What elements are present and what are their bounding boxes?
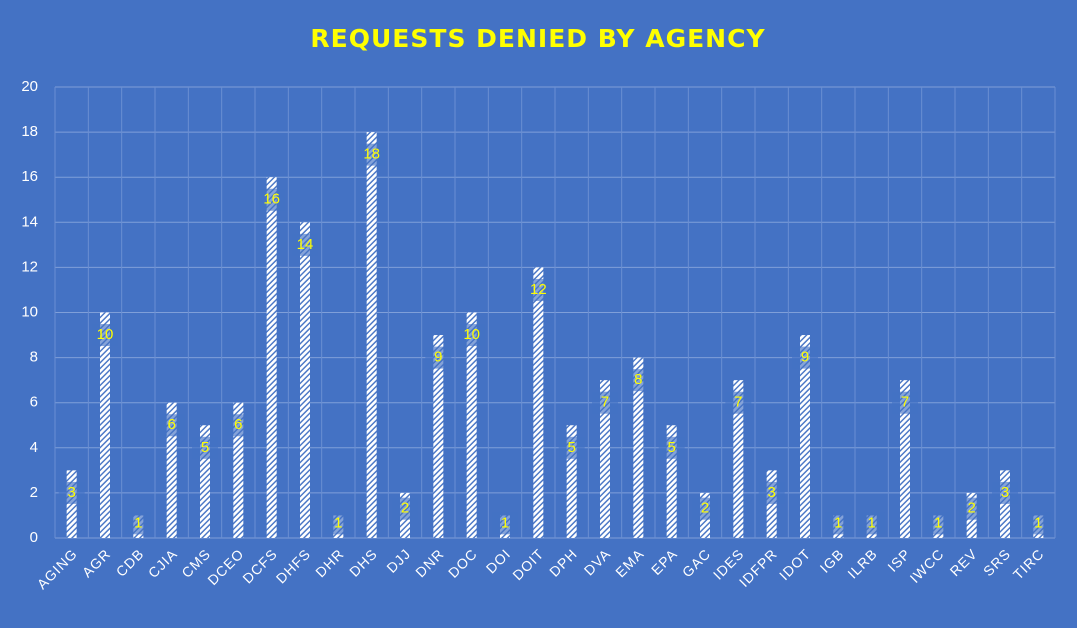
bar bbox=[1000, 470, 1010, 538]
data-label-box bbox=[458, 324, 485, 347]
data-label-box bbox=[792, 346, 818, 369]
bar bbox=[800, 335, 810, 538]
data-label-box bbox=[1025, 512, 1052, 535]
data-label: 9 bbox=[801, 349, 809, 366]
data-label-box bbox=[392, 497, 418, 520]
data-label: 3 bbox=[67, 484, 75, 501]
data-label: 2 bbox=[967, 500, 975, 517]
data-label: 6 bbox=[234, 416, 242, 433]
data-label: 5 bbox=[667, 439, 675, 456]
data-label: 10 bbox=[463, 326, 480, 343]
bar bbox=[433, 335, 444, 538]
data-label-box bbox=[625, 369, 652, 392]
data-label-box bbox=[125, 512, 152, 535]
data-label: 6 bbox=[167, 416, 175, 433]
data-label-box bbox=[958, 497, 985, 520]
bar bbox=[600, 380, 610, 538]
data-label: 1 bbox=[934, 514, 942, 531]
data-label: 9 bbox=[434, 349, 442, 366]
data-label: 1 bbox=[1034, 514, 1042, 531]
bar bbox=[166, 402, 177, 538]
data-label-box bbox=[758, 481, 785, 504]
data-label: 1 bbox=[134, 514, 142, 531]
data-label-box bbox=[992, 481, 1018, 504]
data-label: 5 bbox=[567, 439, 575, 456]
data-label-box bbox=[492, 512, 518, 535]
y-tick-label: 12 bbox=[21, 258, 38, 275]
y-tick-label: 6 bbox=[30, 394, 38, 411]
y-tick-label: 16 bbox=[21, 168, 38, 185]
y-tick-label: 0 bbox=[30, 529, 38, 546]
data-label: 1 bbox=[501, 514, 509, 531]
y-tick-label: 8 bbox=[30, 349, 38, 366]
data-label-box bbox=[525, 278, 552, 301]
data-label: 1 bbox=[334, 514, 342, 531]
bar bbox=[900, 380, 910, 538]
data-label-box bbox=[725, 391, 752, 414]
data-label-box bbox=[292, 233, 318, 256]
data-label-box bbox=[258, 188, 285, 211]
data-label-box bbox=[858, 512, 885, 535]
data-label-box bbox=[325, 512, 352, 535]
y-tick-label: 4 bbox=[30, 439, 38, 456]
data-label: 1 bbox=[867, 514, 875, 531]
data-label: 1 bbox=[834, 514, 842, 531]
bar bbox=[466, 312, 477, 538]
bar bbox=[233, 402, 244, 538]
data-label: 8 bbox=[634, 371, 642, 388]
bar bbox=[733, 380, 744, 538]
data-label-box bbox=[425, 346, 452, 369]
bar bbox=[300, 222, 310, 539]
data-label: 7 bbox=[901, 394, 909, 411]
bar bbox=[766, 470, 777, 538]
data-label-box bbox=[92, 324, 118, 347]
bar bbox=[266, 177, 277, 538]
bar bbox=[366, 132, 377, 538]
bar bbox=[100, 312, 110, 538]
data-label: 18 bbox=[363, 146, 380, 163]
data-label-box bbox=[225, 414, 252, 437]
data-label: 7 bbox=[734, 394, 742, 411]
data-label: 10 bbox=[97, 326, 114, 343]
y-tick-label: 20 bbox=[21, 78, 38, 95]
bar bbox=[666, 425, 677, 538]
bar bbox=[566, 425, 577, 538]
y-tick-label: 2 bbox=[30, 484, 38, 501]
y-tick-label: 14 bbox=[21, 213, 38, 230]
bar bbox=[533, 267, 544, 538]
data-label: 2 bbox=[701, 500, 709, 517]
data-label-box bbox=[158, 414, 185, 437]
data-label-box bbox=[358, 143, 385, 166]
data-label-box bbox=[925, 512, 952, 535]
bar bbox=[633, 357, 644, 538]
bar bbox=[200, 425, 210, 538]
chart-title: REQUESTS DENIED BY AGENCY bbox=[310, 24, 765, 53]
data-label-box bbox=[558, 436, 585, 459]
data-label: 5 bbox=[201, 439, 209, 456]
data-label: 16 bbox=[263, 191, 280, 208]
data-label: 7 bbox=[601, 394, 609, 411]
data-label-box bbox=[192, 436, 218, 459]
data-label-box bbox=[892, 391, 918, 414]
data-label: 3 bbox=[1001, 484, 1009, 501]
data-label-box bbox=[825, 512, 852, 535]
data-label-box bbox=[692, 497, 718, 520]
data-label: 3 bbox=[767, 484, 775, 501]
y-tick-label: 18 bbox=[21, 123, 38, 140]
data-label-box bbox=[592, 391, 618, 414]
data-label: 14 bbox=[297, 236, 314, 253]
data-label: 2 bbox=[401, 500, 409, 517]
data-label-box bbox=[658, 436, 685, 459]
bar bbox=[66, 470, 77, 538]
data-label-box bbox=[58, 481, 85, 504]
data-label: 12 bbox=[530, 281, 547, 298]
y-tick-label: 10 bbox=[21, 303, 38, 320]
